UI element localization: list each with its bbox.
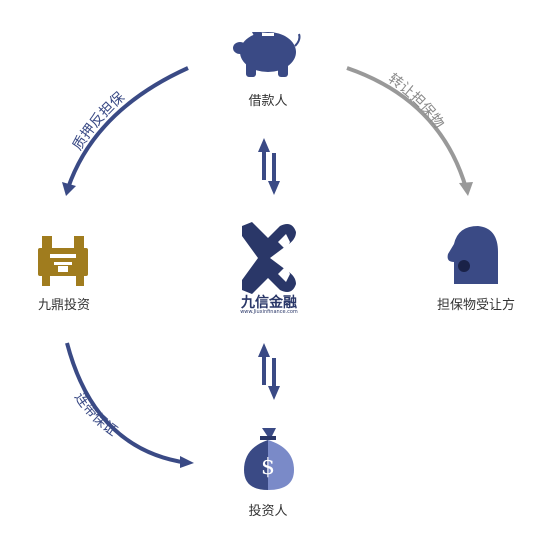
- arrow-guarantor-to-investor: [65, 342, 194, 468]
- exchange-arrows-icon: [258, 343, 280, 400]
- money-bag-icon: $: [244, 428, 294, 490]
- brand-name: 九信金融: [241, 295, 297, 311]
- edge-label-top-left: 质押反担保: [70, 89, 128, 153]
- arrow-borrower-to-guarantor: [62, 66, 189, 196]
- node-label-transferee: 担保物受让方: [436, 298, 516, 313]
- ding-cauldron-icon: [38, 236, 88, 286]
- node-label-investor: 投资人: [248, 504, 288, 519]
- piggy-bank-icon: [233, 32, 301, 77]
- exchange-arrows-icon: [258, 138, 280, 195]
- svg-text:$: $: [261, 455, 275, 480]
- brand-logo-icon: [242, 222, 296, 294]
- brand-url: www.Jiuxinfinance.com: [240, 309, 298, 315]
- head-profile-icon: [447, 226, 498, 284]
- edge-label-top-right: 转让担保物: [385, 71, 447, 132]
- node-label-borrower: 借款人: [248, 94, 288, 109]
- node-label-guarantor: 九鼎投资: [37, 298, 91, 313]
- edge-label-bottom-left: 连带保证: [71, 390, 120, 440]
- arrow-borrower-to-transferee: [346, 66, 473, 196]
